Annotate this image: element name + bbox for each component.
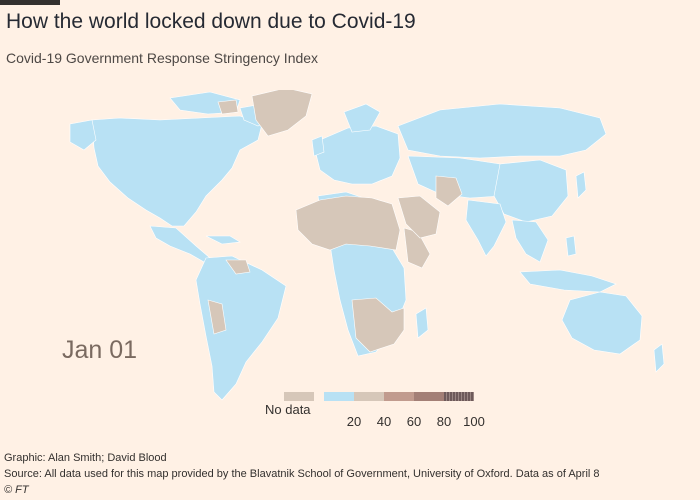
legend-swatch-20-40 (354, 392, 384, 401)
region-alaska (69, 119, 97, 151)
land-no-data (207, 90, 463, 353)
top-accent-bar (0, 0, 60, 5)
legend-swatch-40-60 (384, 392, 414, 401)
legend-tick-80: 80 (436, 414, 452, 429)
region-japan (575, 171, 587, 199)
region-south-america (195, 255, 287, 401)
region-south-asia (465, 199, 507, 257)
region-madagascar (415, 307, 429, 339)
region-new-zealand (653, 343, 665, 373)
chart-title: How the world locked down due to Covid-1… (6, 10, 416, 33)
region-australia (561, 291, 643, 355)
chart-subtitle: Covid-19 Government Response Stringency … (6, 50, 319, 66)
legend-swatch-80-100 (444, 392, 474, 401)
region-southern-africa (351, 297, 405, 353)
region-uk (311, 135, 325, 157)
legend-no-data-label: No data (265, 402, 311, 417)
region-southeast-asia (511, 219, 549, 263)
region-north-america (91, 115, 263, 227)
region-europe (315, 125, 401, 185)
region-russia-asia (397, 103, 607, 159)
world-map (69, 90, 665, 401)
region-china (493, 159, 569, 223)
date-label: Jan 01 (62, 336, 138, 364)
graphic-credit: Graphic: Alan Smith; David Blood (4, 452, 167, 464)
region-indonesia (519, 269, 617, 293)
legend-swatch-no-data (284, 392, 314, 401)
region-sahara (295, 195, 401, 251)
region-scandinavia (343, 103, 381, 133)
region-peru-bolivia (207, 299, 227, 335)
region-arctic-canada (217, 99, 239, 115)
region-central-america (149, 225, 211, 263)
copyright: © FT (4, 484, 29, 496)
source-note: Source: All data used for this map provi… (4, 468, 600, 480)
region-greenland (251, 90, 313, 137)
region-philippines (565, 235, 577, 257)
region-venezuela (225, 259, 251, 275)
legend-tick-60: 60 (406, 414, 422, 429)
legend-swatch-0-20 (324, 392, 354, 401)
land-low-stringency (69, 91, 665, 401)
region-caribbean (205, 235, 241, 245)
region-iran (435, 175, 463, 207)
legend-tick-100: 100 (463, 414, 485, 429)
legend-tick-40: 40 (376, 414, 392, 429)
region-arabian-peninsula (397, 195, 441, 239)
legend-swatch-60-80 (414, 392, 444, 401)
legend-tick-20: 20 (346, 414, 362, 429)
